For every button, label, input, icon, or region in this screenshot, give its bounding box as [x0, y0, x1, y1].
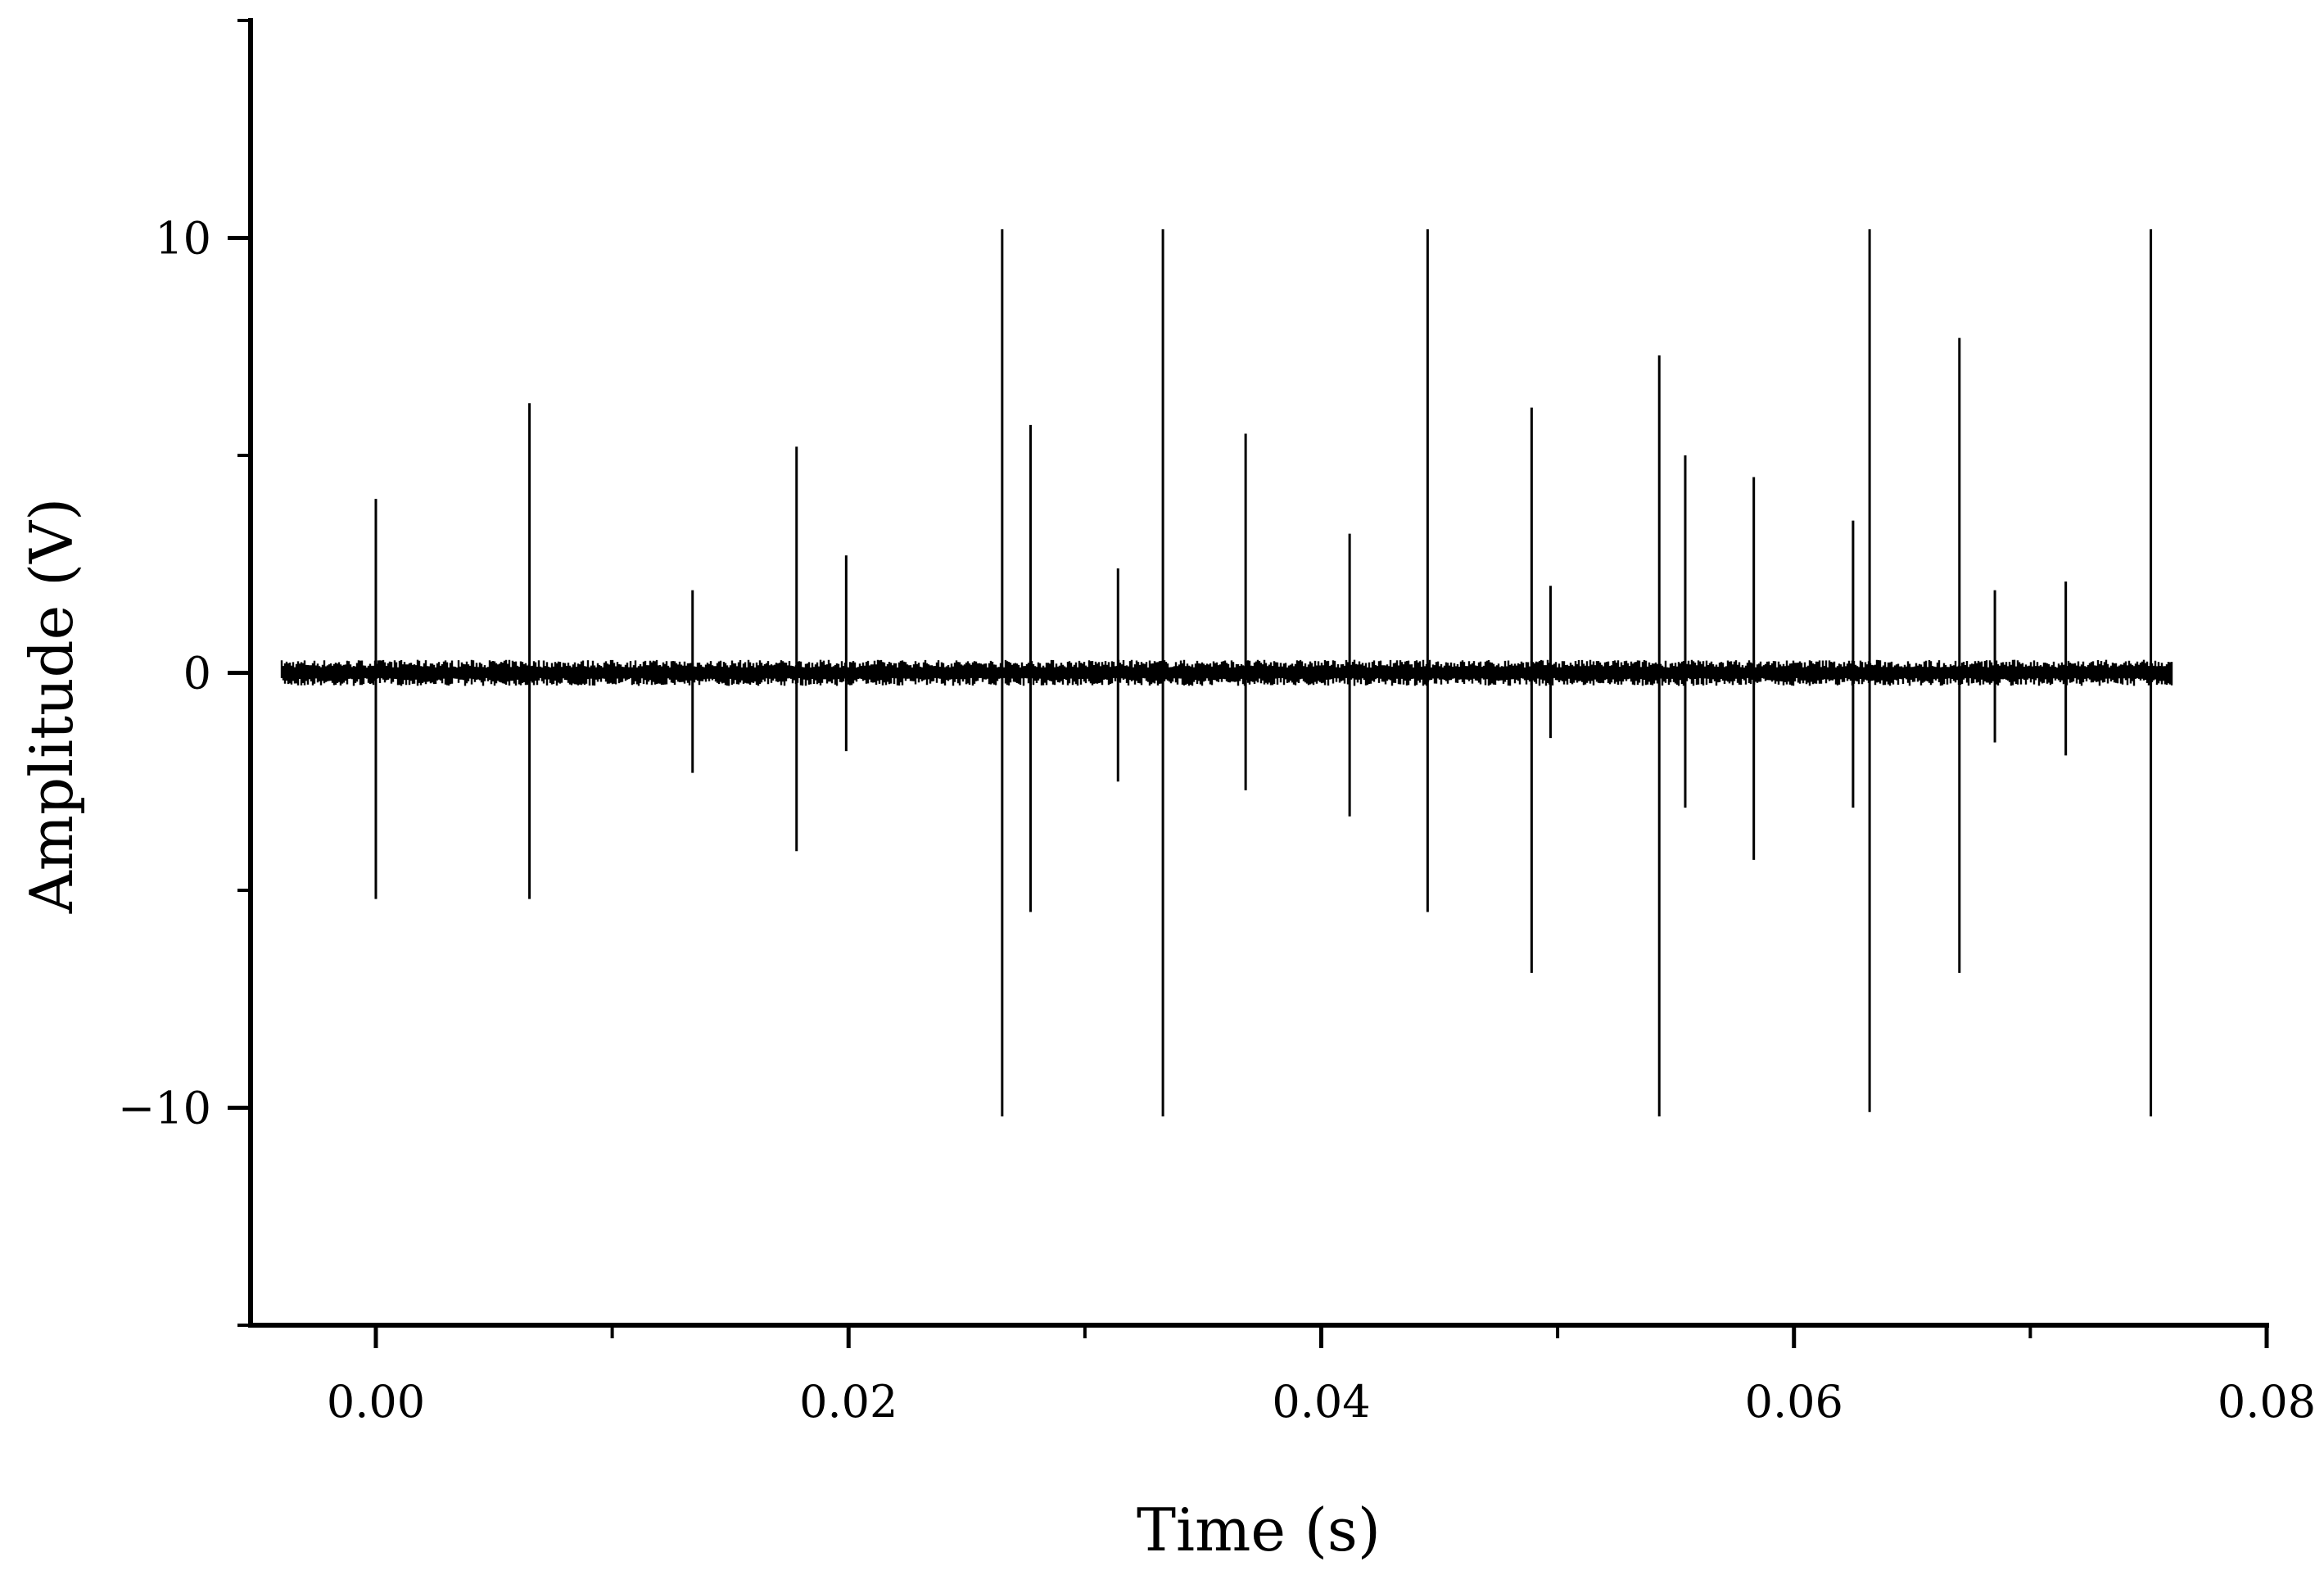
x-tick-label: 0.04 [1272, 1376, 1370, 1428]
x-axis-title: Time (s) [1137, 1496, 1381, 1564]
y-axis-title: Amplitude (V) [17, 498, 86, 914]
plot-area [280, 229, 2173, 1117]
y-tick-label: −10 [118, 1083, 211, 1134]
y-ticks: −10 0 10 [118, 19, 251, 1327]
x-ticks: 0.00 0.02 0.04 0.06 0.08 [327, 1325, 2316, 1428]
baseline-noise-trace [280, 659, 2173, 686]
x-tick-label: 0.06 [1745, 1376, 1843, 1428]
y-tick-label: 10 [155, 213, 211, 265]
x-tick-label: 0.02 [799, 1376, 897, 1428]
x-tick-label: 0.00 [327, 1376, 425, 1428]
x-tick-label: 0.08 [2218, 1376, 2316, 1428]
y-tick-label: 0 [183, 648, 211, 699]
spikes [374, 229, 2153, 1117]
baseline-noise [280, 659, 2173, 686]
